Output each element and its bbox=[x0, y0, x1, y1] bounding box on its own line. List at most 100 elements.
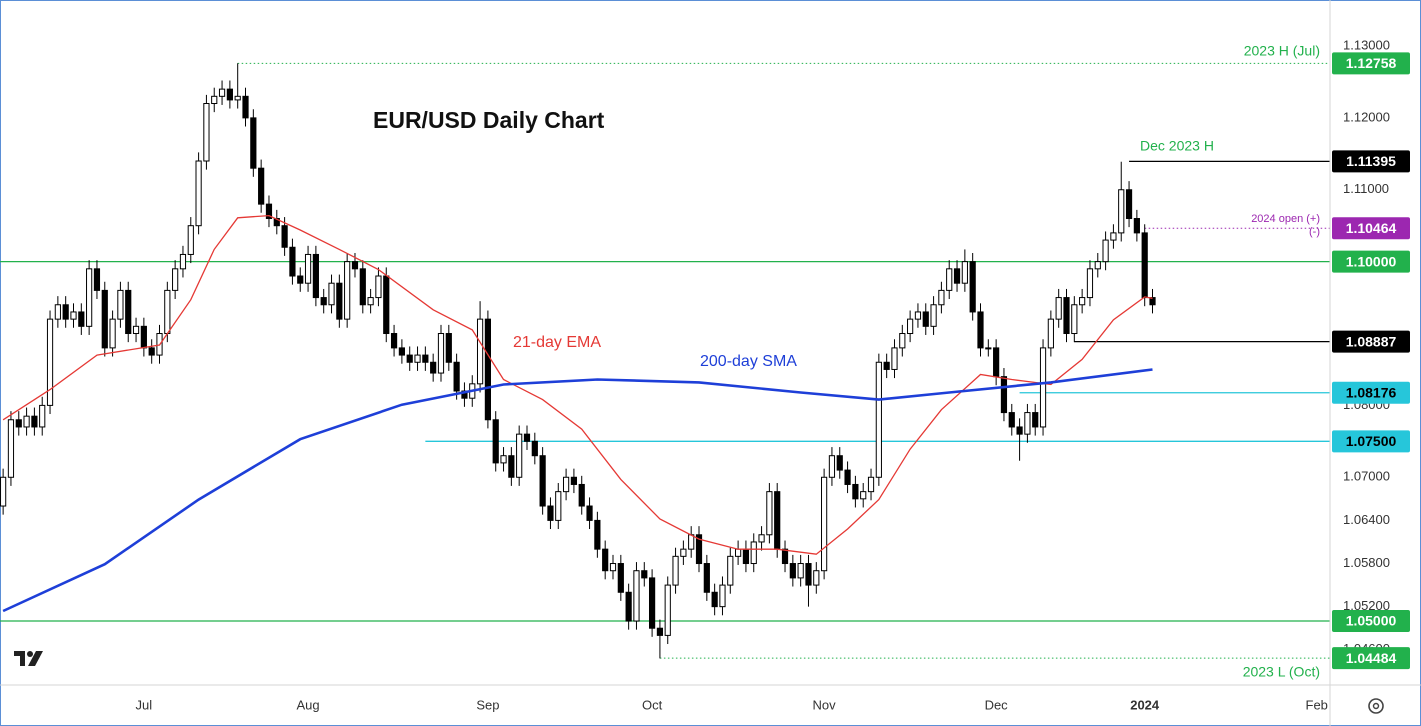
candle-body bbox=[1016, 426, 1023, 435]
candle-body bbox=[328, 282, 335, 306]
candle-body bbox=[688, 534, 695, 550]
candle-body bbox=[586, 505, 593, 521]
candle-body bbox=[164, 289, 171, 335]
candle-body bbox=[500, 455, 507, 464]
candle-body bbox=[172, 268, 179, 291]
y-tick-label: 1.06400 bbox=[1343, 512, 1390, 527]
x-tick-label: 2024 bbox=[1130, 697, 1160, 712]
candle-body bbox=[797, 563, 804, 579]
candle-body bbox=[430, 361, 437, 374]
price-badge bbox=[1332, 647, 1410, 670]
candle-body bbox=[78, 311, 85, 327]
candle-body bbox=[351, 261, 359, 270]
candle-body bbox=[117, 289, 124, 320]
candle-body bbox=[54, 304, 61, 320]
candle-body bbox=[86, 268, 93, 327]
x-tick-label: Nov bbox=[813, 697, 837, 712]
candle-body bbox=[922, 311, 929, 327]
candle-body bbox=[914, 311, 922, 320]
x-tick-label: Aug bbox=[296, 697, 319, 712]
price-badge-label: 1.12758 bbox=[1346, 55, 1397, 71]
candle-body bbox=[648, 577, 656, 629]
candle-body bbox=[836, 455, 843, 471]
candle-body bbox=[1118, 189, 1125, 234]
candle-body bbox=[297, 275, 304, 284]
candle-body bbox=[109, 318, 116, 349]
candle-body bbox=[179, 253, 187, 270]
annotation: 2023 H (Jul) bbox=[1244, 43, 1320, 59]
candle-body bbox=[281, 225, 288, 248]
candle-body bbox=[993, 347, 1000, 378]
candle-body bbox=[218, 88, 226, 97]
settings-icon[interactable] bbox=[1368, 698, 1384, 714]
candle-body bbox=[140, 325, 147, 349]
candle-body bbox=[234, 95, 241, 101]
x-tick-label: Jul bbox=[136, 697, 153, 712]
candle-body bbox=[758, 534, 765, 543]
candle-body bbox=[476, 318, 484, 385]
chart-title: EUR/USD Daily Chart bbox=[373, 107, 605, 133]
candle-body bbox=[1133, 218, 1140, 234]
candle-body bbox=[805, 563, 812, 586]
candle-body bbox=[938, 289, 945, 306]
candle-body bbox=[23, 415, 30, 428]
y-tick-label: 1.11000 bbox=[1343, 181, 1389, 196]
candle-body bbox=[609, 563, 617, 572]
candle-body bbox=[633, 570, 640, 622]
candle-body bbox=[570, 476, 578, 485]
candle-body bbox=[750, 541, 757, 565]
candle-body bbox=[250, 117, 257, 169]
candle-body bbox=[15, 419, 22, 428]
candle-body bbox=[195, 160, 202, 227]
candle-body bbox=[602, 548, 609, 572]
candle-body bbox=[492, 419, 499, 464]
candle-body bbox=[539, 455, 546, 507]
plot-area bbox=[0, 62, 1330, 659]
candle-body bbox=[961, 261, 968, 284]
candle-body bbox=[320, 297, 327, 306]
price-badge-label: 1.05000 bbox=[1346, 613, 1397, 629]
candle-body bbox=[265, 203, 273, 220]
candle-body bbox=[555, 491, 562, 521]
candle-body bbox=[312, 253, 319, 299]
candle-body bbox=[1047, 318, 1054, 349]
price-badge bbox=[1332, 217, 1410, 240]
price-badge-label: 1.04484 bbox=[1346, 650, 1397, 666]
candle-body bbox=[1032, 412, 1039, 428]
price-badge-label: 1.10000 bbox=[1346, 253, 1397, 269]
candle-body bbox=[359, 268, 366, 306]
candle-body bbox=[336, 282, 343, 320]
y-tick-label: 1.12000 bbox=[1343, 109, 1390, 124]
sma-label: 200-day SMA bbox=[700, 353, 797, 370]
candle-body bbox=[656, 627, 664, 636]
candle-body bbox=[516, 433, 523, 478]
candle-body bbox=[672, 555, 679, 586]
y-tick-label: 1.07000 bbox=[1343, 469, 1390, 484]
candle-body bbox=[1039, 347, 1047, 428]
ma-line bbox=[2, 214, 1153, 555]
candle-body bbox=[39, 404, 46, 428]
price-badge bbox=[1332, 430, 1410, 453]
candle-body bbox=[1094, 261, 1101, 270]
x-tick-label: Dec bbox=[985, 697, 1009, 712]
candle-body bbox=[907, 318, 914, 335]
y-tick-label: 1.13000 bbox=[1343, 37, 1390, 52]
x-tick-label: Oct bbox=[642, 697, 663, 712]
candle-body bbox=[1110, 232, 1117, 241]
candle-body bbox=[641, 570, 648, 579]
candle-body bbox=[1125, 189, 1133, 220]
candle-body bbox=[1000, 376, 1008, 414]
candle-body bbox=[1063, 297, 1070, 335]
candle-body bbox=[1024, 412, 1031, 435]
price-badge bbox=[1332, 330, 1410, 353]
candle-body bbox=[680, 548, 687, 557]
candle-body bbox=[1141, 232, 1148, 299]
price-badge-label: 1.11395 bbox=[1346, 153, 1396, 169]
candle-body bbox=[187, 225, 194, 255]
annotation: 2023 L (Oct) bbox=[1243, 664, 1320, 680]
candle-body bbox=[664, 584, 671, 636]
candle-body bbox=[953, 268, 961, 284]
candle-body bbox=[1008, 412, 1015, 428]
candle-body bbox=[1071, 304, 1078, 335]
